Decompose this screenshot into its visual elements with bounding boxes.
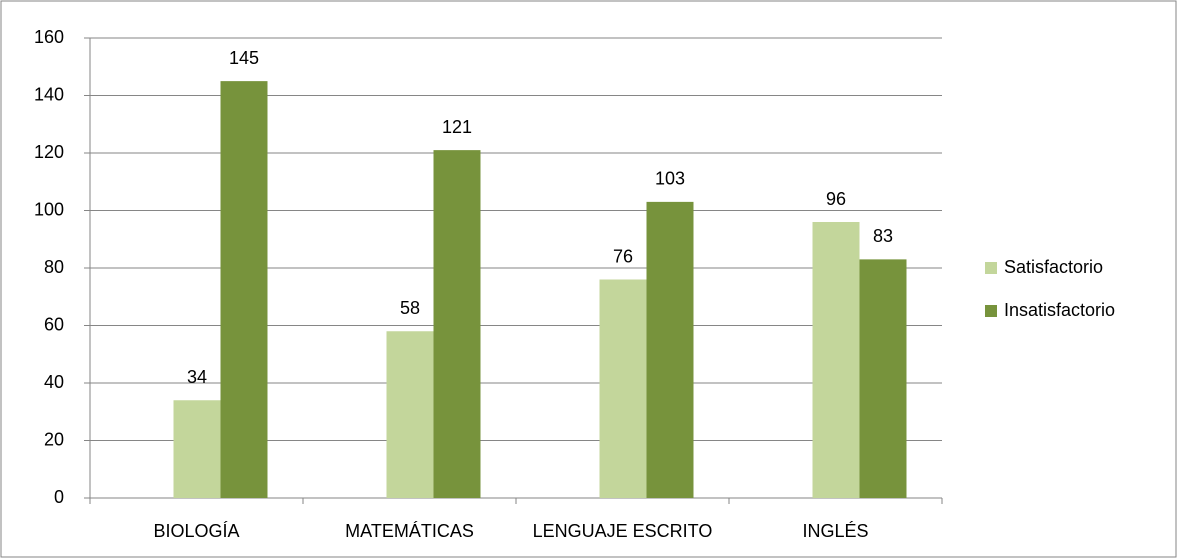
- bar: [220, 81, 268, 498]
- bar: [812, 222, 860, 498]
- y-tick-label: 80: [44, 257, 64, 277]
- legend-swatch: [985, 305, 997, 317]
- data-label: 76: [613, 246, 633, 266]
- data-label: 103: [655, 169, 685, 189]
- data-label: 58: [400, 298, 420, 318]
- bar: [386, 331, 434, 498]
- data-label: 34: [187, 367, 207, 387]
- x-tick-label: MATEMÁTICAS: [345, 521, 474, 541]
- y-tick-label: 100: [34, 199, 64, 219]
- bar: [599, 279, 647, 498]
- y-tick-label: 20: [44, 429, 64, 449]
- y-tick-label: 160: [34, 27, 64, 47]
- data-label: 121: [442, 117, 472, 137]
- bar: [173, 400, 221, 498]
- legend-label: Satisfactorio: [1004, 257, 1103, 277]
- x-tick-label: LENGUAJE ESCRITO: [533, 521, 713, 541]
- y-tick-label: 40: [44, 372, 64, 392]
- y-tick-label: 0: [54, 487, 64, 507]
- x-tick-label: BIOLOGÍA: [153, 521, 239, 541]
- legend-label: Insatisfactorio: [1004, 300, 1115, 320]
- bar: [646, 201, 694, 498]
- y-tick-label: 60: [44, 314, 64, 334]
- x-tick-label: INGLÉS: [802, 521, 868, 541]
- y-tick-label: 120: [34, 142, 64, 162]
- data-label: 96: [826, 189, 846, 209]
- data-label: 83: [873, 226, 893, 246]
- bar: [859, 259, 907, 498]
- legend-swatch: [985, 262, 997, 274]
- data-label: 145: [229, 48, 259, 68]
- bar: [433, 150, 481, 498]
- y-tick-label: 140: [34, 84, 64, 104]
